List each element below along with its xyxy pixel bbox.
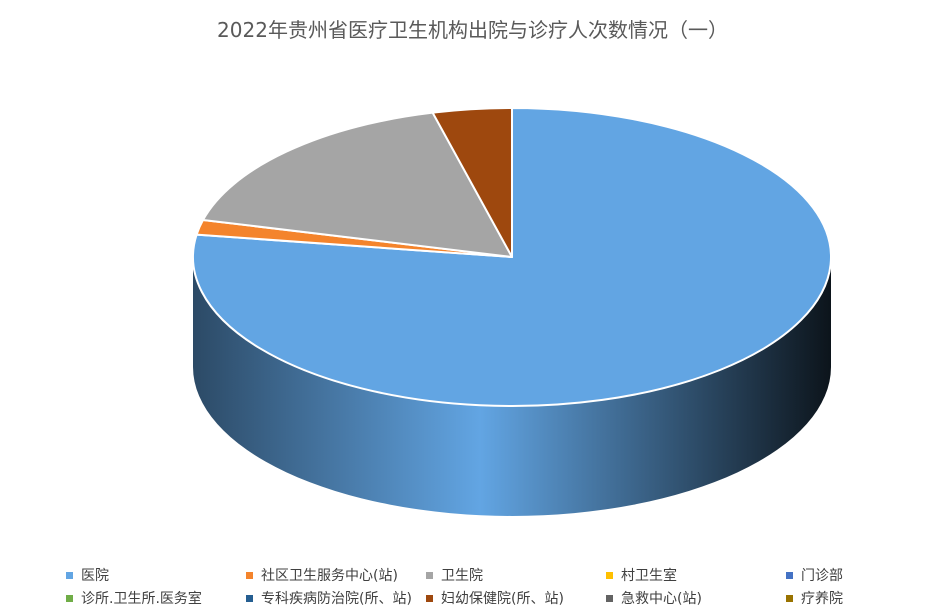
pie-side-0 [193,257,831,516]
pie-slice-2 [202,111,513,258]
pie-slice-7 [431,107,513,258]
chart-title: 2022年贵州省医疗卫生机构出院与诊疗人次数情况（一） [217,18,728,42]
